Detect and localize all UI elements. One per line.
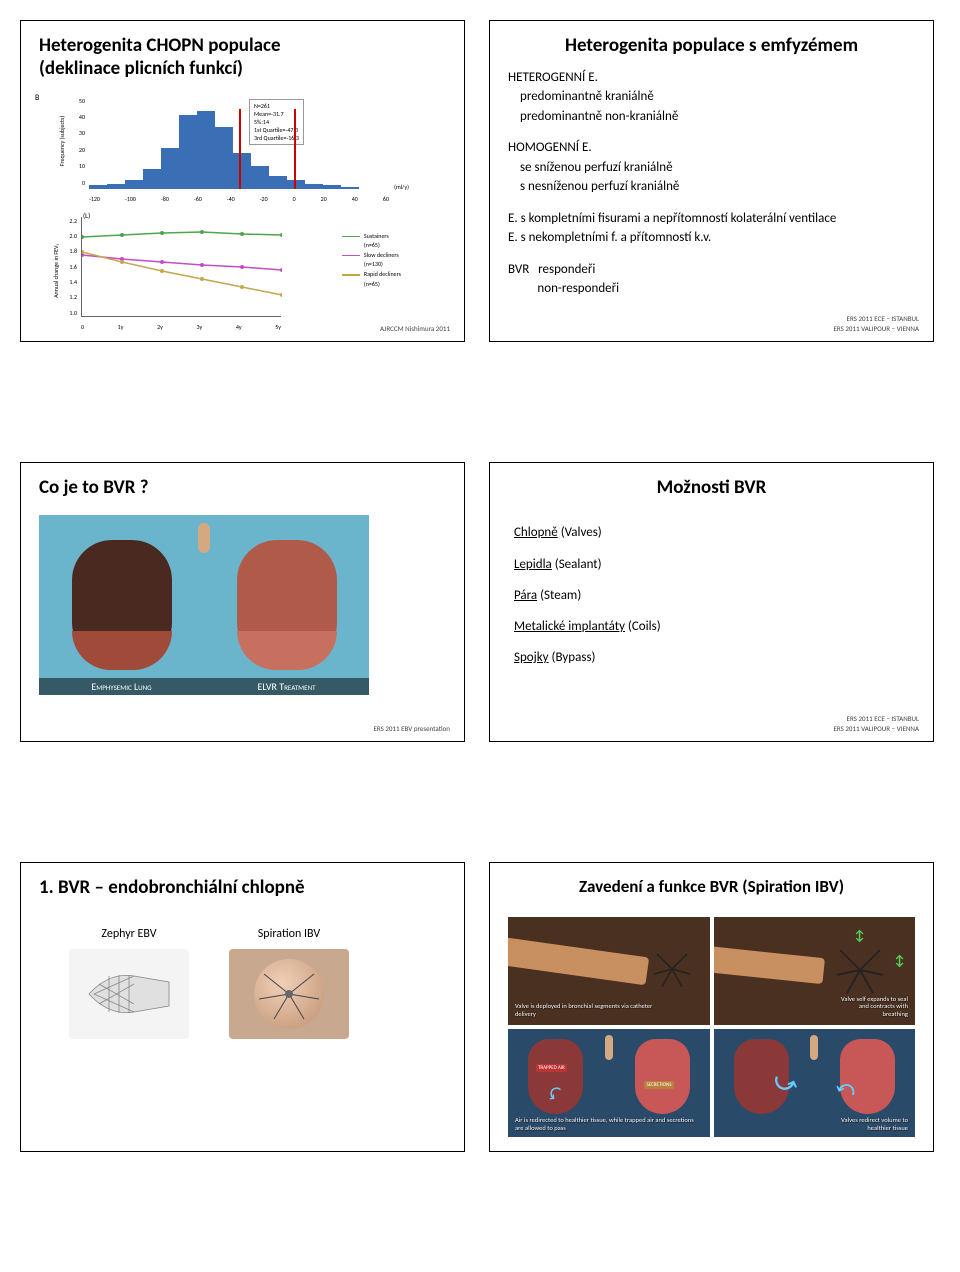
zephyr-icon: [84, 964, 174, 1024]
section-fisury: E. s kompletními fisurami a nepřítomnost…: [508, 209, 915, 248]
bvr-options-list: Chlopně (Valves) Lepidla (Sealant) Pára …: [508, 509, 915, 673]
spiration-image: [229, 949, 349, 1039]
zephyr-image: [69, 949, 189, 1039]
citation: ERS 2011 ECE – ISTANBUL ERS 2011 VALIPOU…: [833, 314, 919, 332]
proc-caption: Air is redirected to healthier tissue, w…: [512, 1115, 706, 1135]
option-sealant: Lepidla (Sealant): [514, 549, 915, 580]
device-zephyr: Zephyr EBV: [69, 927, 189, 1039]
citation: ERS 2011 EBV presentation: [373, 724, 450, 733]
lung-treated: [204, 515, 369, 695]
slide-title: Možnosti BVR: [508, 477, 915, 500]
hist-xlabel: (ml/y): [394, 183, 409, 191]
spiration-icon: [254, 959, 324, 1029]
hist-vline-2: [294, 109, 296, 189]
slide-title: Zavedení a funkce BVR (Spiration IBV): [508, 877, 915, 897]
device-row: Zephyr EBV Spiration IBV: [39, 927, 446, 1039]
section-bvr-resp: BVR respondeři non-respondeři: [508, 260, 915, 299]
hist-x-axis: -120 -100 -80 -60 -40 -20 0 20 40 60: [89, 195, 389, 203]
slide-title: 1. BVR – endobronchiální chlopně: [39, 877, 446, 900]
section-homogenni: HOMOGENNÍ E. se sníženou perfuzí kraniál…: [508, 138, 915, 197]
row-3: 1. BVR – endobronchiální chlopně Zephyr …: [20, 862, 940, 1152]
slide-title: Heterogenita CHOPN populace (deklinace p…: [39, 35, 446, 81]
proc-step-3: TRAPPED AIR SECRETIONS ⤹ Air is redirect…: [508, 1029, 710, 1137]
line-y-axis: 2.2 2.0 1.8 1.6 1.4 1.2 1.0: [49, 217, 77, 317]
slide-endobronchial-chlopne: 1. BVR – endobronchiální chlopně Zephyr …: [20, 862, 465, 1152]
lung-labels: Emphysemic Lung ELVR Treatment: [39, 678, 369, 695]
proc-caption: Valve is deployed in bronchial segments …: [512, 1001, 670, 1021]
proc-step-1: Valve is deployed in bronchial segments …: [508, 917, 710, 1025]
line-chart: (L) Annual change in FEV₁ 2.2 2.0 1.8 1.…: [49, 217, 429, 327]
slide-emfyzem-heterogenita: Heterogenita populace s emfyzémem HETERO…: [489, 20, 934, 342]
option-coils: Metalické implantáty (Coils): [514, 611, 915, 642]
line-x-axis: 0 1y 2y 3y 4y 5y: [81, 323, 281, 331]
proc-caption: Valves redirect volume to healthier tiss…: [821, 1115, 911, 1135]
line-plot-svg: [82, 217, 282, 317]
slide-title: Co je to BVR ?: [39, 477, 446, 500]
section-heterogenni: HETEROGENNÍ E. predominantně kraniálně p…: [508, 68, 915, 127]
slide-title: Heterogenita populace s emfyzémem: [508, 35, 915, 58]
row-2: Co je to BVR ? Emphysemic Lung ELVR Trea…: [20, 462, 940, 742]
proc-caption: Valve self expands to seal and contracts…: [831, 994, 911, 1021]
procedure-grid: Valve is deployed in bronchial segments …: [508, 917, 915, 1137]
citation: AJRCCM Nishimura 2011: [380, 324, 450, 333]
line-plot-area: [81, 217, 281, 317]
slide-zavedeni-bvr: Zavedení a funkce BVR (Spiration IBV) Va…: [489, 862, 934, 1152]
option-valves: Chlopně (Valves): [514, 517, 915, 548]
slide-co-je-bvr: Co je to BVR ? Emphysemic Lung ELVR Trea…: [20, 462, 465, 742]
proc-step-4: ⤻ ⤻ Valves redirect volume to healthier …: [714, 1029, 916, 1137]
device-label: Zephyr EBV: [69, 927, 189, 941]
option-steam: Pára (Steam): [514, 580, 915, 611]
lung-emphysemic: [39, 515, 204, 695]
option-bypass: Spojky (Bypass): [514, 642, 915, 673]
badge-trapped-air: TRAPPED AIR: [536, 1064, 567, 1072]
device-spiration: Spiration IBV: [229, 927, 349, 1039]
hist-vline-1: [239, 109, 241, 189]
badge-secretions: SECRETIONS: [644, 1081, 673, 1089]
lung-comparison-image: Emphysemic Lung ELVR Treatment: [39, 515, 369, 695]
proc-step-2: ↕ ↕ Valve self expands to seal and contr…: [714, 917, 916, 1025]
slide-moznosti-bvr: Možnosti BVR Chlopně (Valves) Lepidla (S…: [489, 462, 934, 742]
panel-label-b: B: [35, 93, 39, 103]
hist-y-axis: 50 40 30 20 10 0: [49, 97, 85, 187]
histogram-chart: B Frequency (subjects) 50 40 30 20 10 0 …: [49, 97, 429, 207]
line-legend: Sustainers (n=65) Slow decliners (n=130)…: [342, 232, 401, 290]
device-label: Spiration IBV: [229, 927, 349, 941]
slide-chopn-heterogenita: Heterogenita CHOPN populace (deklinace p…: [20, 20, 465, 342]
citation: ERS 2011 ECE – ISTANBUL ERS 2011 VALIPOU…: [833, 714, 919, 732]
row-1: Heterogenita CHOPN populace (deklinace p…: [20, 20, 940, 342]
